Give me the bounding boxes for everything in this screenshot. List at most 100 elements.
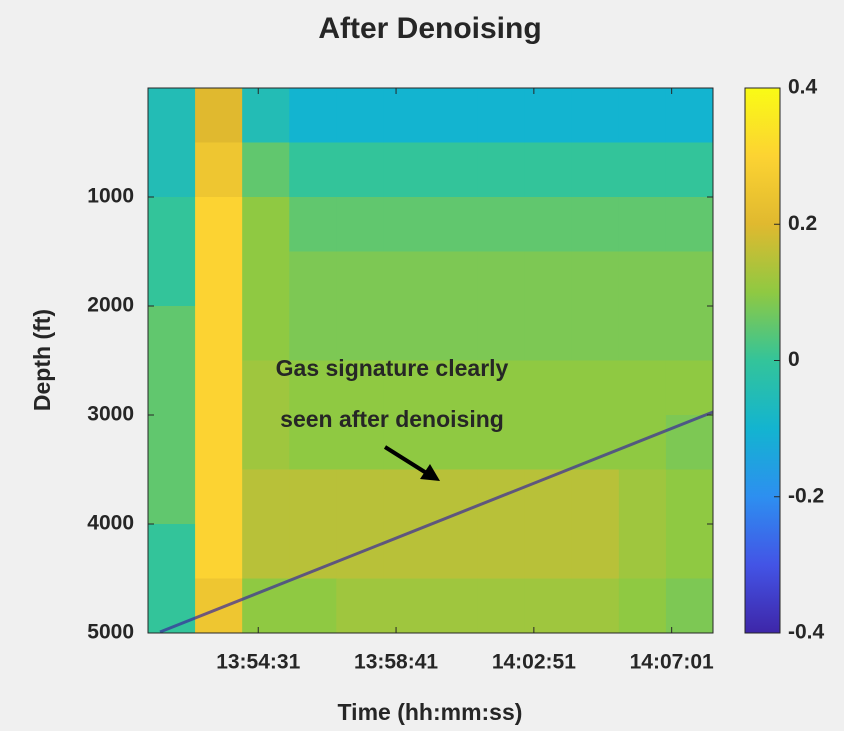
heatmap-cell: [665, 88, 714, 143]
heatmap-cell: [665, 197, 714, 252]
heatmap-cell: [665, 524, 714, 579]
heatmap-cell: [195, 88, 243, 143]
heatmap-cell: [477, 524, 526, 579]
colorbar-tick-label: 0.2: [788, 212, 817, 235]
heatmap-cell: [289, 142, 337, 198]
heatmap-cell: [148, 524, 196, 579]
heatmap-cell: [242, 415, 290, 470]
heatmap-cell: [383, 578, 431, 634]
heatmap-cell: [430, 251, 479, 307]
heatmap-cell: [195, 469, 243, 525]
heatmap-cell: [477, 306, 526, 361]
heatmap-cell: [477, 251, 526, 307]
y-axis-label: Depth (ft): [29, 309, 55, 411]
heatmap-cell: [524, 88, 573, 143]
heatmap-cell: [618, 88, 667, 143]
heatmap-cell: [524, 415, 573, 470]
heatmap-cell: [571, 415, 620, 470]
heatmap-cell: [430, 415, 479, 470]
heatmap-cell: [383, 197, 431, 252]
heatmap-cell: [289, 578, 337, 634]
heatmap-cell: [571, 197, 620, 252]
heatmap-cell: [242, 306, 290, 361]
heatmap-cell: [336, 469, 384, 525]
heatmap-cell: [383, 251, 431, 307]
heatmap-cell: [618, 524, 667, 579]
heatmap-cell: [618, 578, 667, 634]
heatmap-cell: [289, 88, 337, 143]
heatmap-cell: [618, 306, 667, 361]
y-tick-label: 4000: [87, 512, 134, 535]
heatmap-cell: [571, 306, 620, 361]
heatmap-cell: [665, 578, 714, 634]
heatmap-cell: [336, 360, 384, 416]
heatmap-cell: [477, 142, 526, 198]
heatmap-cell: [477, 88, 526, 143]
plot-frame: [147, 87, 714, 634]
heatmap-cell: [148, 469, 196, 525]
heatmap-cell: [665, 469, 714, 525]
heatmap-cell: [148, 197, 196, 252]
heatmap-cell: [289, 197, 337, 252]
heatmap-cell: [289, 360, 337, 416]
heatmap-cell: [571, 88, 620, 143]
heatmap-cell: [195, 524, 243, 579]
heatmap-cell: [618, 415, 667, 470]
heatmap-cell: [242, 578, 290, 634]
heatmap-cell: [336, 251, 384, 307]
heatmap-cell: [195, 197, 243, 252]
heatmap-cell: [195, 578, 243, 634]
heatmap-cell: [242, 524, 290, 579]
heatmap-cell: [618, 197, 667, 252]
heatmap-cell: [148, 88, 196, 143]
heatmap-cell: [336, 306, 384, 361]
heatmap-cell: [571, 142, 620, 198]
heatmap-cell: [289, 469, 337, 525]
heatmap-cell: [148, 360, 196, 416]
heatmap-cell: [336, 415, 384, 470]
chart-title: After Denoising: [318, 12, 541, 45]
heatmap-cell: [242, 197, 290, 252]
heatmap-cell: [524, 360, 573, 416]
heatmap-cell: [242, 469, 290, 525]
heatmap-cell: [148, 251, 196, 307]
heatmap-cell: [665, 251, 714, 307]
heatmap-cell: [524, 578, 573, 634]
heatmap-cell: [195, 251, 243, 307]
gas-signature: [159, 410, 714, 634]
heatmap-cell: [195, 415, 243, 470]
y-tick-label: 2000: [87, 294, 134, 317]
y-tick-label: 1000: [87, 185, 134, 208]
heatmap-cell: [242, 251, 290, 307]
heatmap-cell: [477, 415, 526, 470]
heatmap-cell: [195, 360, 243, 416]
heatmap-cell: [383, 142, 431, 198]
heatmap-cell: [336, 88, 384, 143]
x-tick-label: 14:07:01: [630, 651, 714, 674]
heatmap-cell: [336, 142, 384, 198]
annotation: Gas signature clearly: [276, 355, 509, 381]
heatmap-cell: [618, 142, 667, 198]
heatmap-cell: [430, 524, 479, 579]
heatmap-cell: [524, 197, 573, 252]
heatmap-cell: [383, 306, 431, 361]
heatmap-cell: [524, 306, 573, 361]
annotation-arrowhead: [420, 464, 440, 481]
heatmap-cell: [665, 306, 714, 361]
heatmap-cell: [242, 360, 290, 416]
colorbar-tick-label: 0.4: [788, 76, 818, 99]
heatmap-cell: [430, 578, 479, 634]
heatmap-cell: [571, 524, 620, 579]
heatmap-cell: [289, 415, 337, 470]
colorbar-tick-label: -0.4: [788, 621, 825, 644]
heatmap-cell: [571, 251, 620, 307]
heatmap-cell: [336, 197, 384, 252]
annotation: seen after denoising: [280, 406, 504, 432]
x-tick-label: 13:54:31: [216, 651, 300, 674]
heatmap-cell: [571, 360, 620, 416]
heatmap-cell: [618, 360, 667, 416]
heatmap-cell: [336, 578, 384, 634]
heatmap-cell: [148, 415, 196, 470]
heatmap-cell: [477, 578, 526, 634]
